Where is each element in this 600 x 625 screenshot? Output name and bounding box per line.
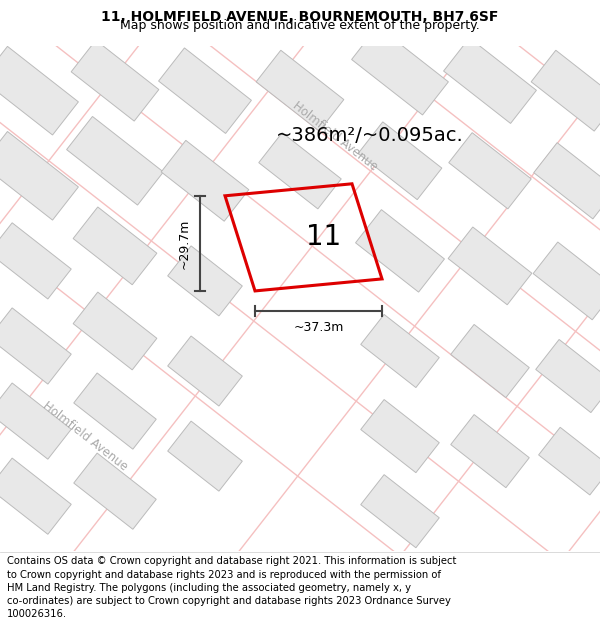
Text: Holmfield Avenue: Holmfield Avenue [290,99,380,173]
Text: ~386m²/~0.095ac.: ~386m²/~0.095ac. [276,126,464,145]
Polygon shape [0,308,71,384]
Text: Contains OS data © Crown copyright and database right 2021. This information is : Contains OS data © Crown copyright and d… [7,556,457,619]
Polygon shape [352,26,448,115]
Polygon shape [167,336,242,406]
Polygon shape [451,414,529,488]
Polygon shape [71,40,159,121]
Polygon shape [361,399,439,472]
Polygon shape [73,207,157,285]
Polygon shape [0,383,71,459]
Polygon shape [0,46,79,135]
Polygon shape [449,132,531,209]
Text: ~37.3m: ~37.3m [293,321,344,334]
Polygon shape [256,50,344,131]
Text: 11: 11 [306,223,341,251]
Polygon shape [356,209,445,292]
Polygon shape [167,246,242,316]
Polygon shape [361,314,439,388]
Polygon shape [74,453,156,529]
Text: Map shows position and indicative extent of the property.: Map shows position and indicative extent… [120,19,480,32]
Polygon shape [158,48,251,134]
Polygon shape [534,142,600,219]
Text: Holmfield Avenue: Holmfield Avenue [40,399,130,473]
Polygon shape [358,122,442,199]
Polygon shape [259,132,341,209]
Polygon shape [67,116,163,205]
Polygon shape [533,242,600,320]
Polygon shape [0,222,71,299]
Polygon shape [531,50,600,131]
Polygon shape [161,141,249,221]
Polygon shape [451,324,529,398]
Polygon shape [167,421,242,491]
Polygon shape [443,38,536,123]
Polygon shape [536,339,600,412]
Polygon shape [0,458,71,534]
Polygon shape [539,428,600,495]
Text: 11, HOLMFIELD AVENUE, BOURNEMOUTH, BH7 6SF: 11, HOLMFIELD AVENUE, BOURNEMOUTH, BH7 6… [101,10,499,24]
Polygon shape [74,373,156,449]
Polygon shape [0,131,79,220]
Text: ~29.7m: ~29.7m [178,218,191,269]
Polygon shape [361,474,439,548]
Polygon shape [73,292,157,370]
Polygon shape [448,227,532,305]
